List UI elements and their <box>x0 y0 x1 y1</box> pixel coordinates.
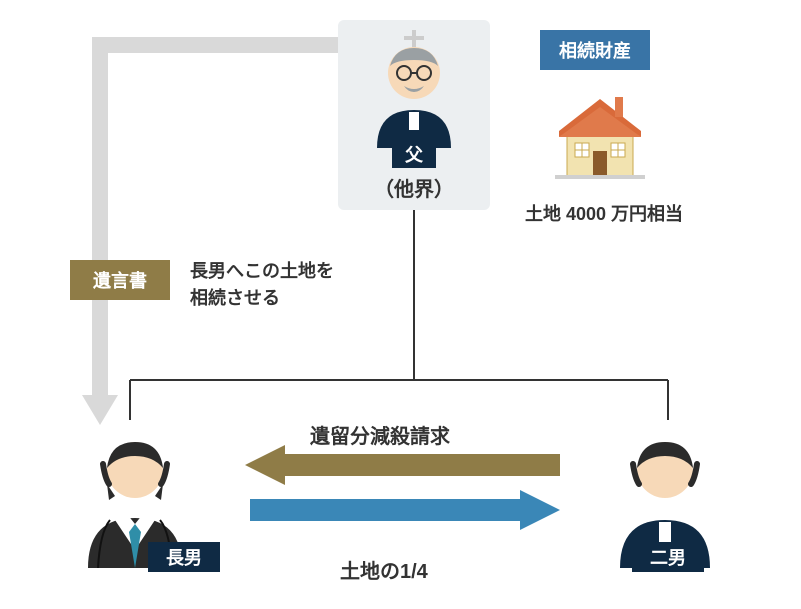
father-icon <box>359 28 469 148</box>
house-icon <box>545 85 655 185</box>
gold-arrow <box>245 445 560 485</box>
will-badge: 遺言書 <box>70 260 170 300</box>
father-sublabel: （他界） <box>338 173 490 202</box>
gold-arrow-label: 遺留分減殺請求 <box>310 420 450 449</box>
blue-arrow-label: 土地の1/4 <box>340 555 428 584</box>
estate-badge: 相続財産 <box>540 30 650 70</box>
blue-arrow <box>250 490 560 530</box>
will-text: 長男へこの土地を 相続させる <box>190 258 334 312</box>
gray-arrow <box>82 45 338 425</box>
house-caption: 土地 4000 万円相当 <box>525 200 683 226</box>
father-label: 父 <box>392 140 436 168</box>
tree-lines <box>130 210 668 420</box>
father-box: 父 （他界） <box>338 20 490 210</box>
son1-label: 長男 <box>148 542 220 572</box>
son2-label: 二男 <box>632 542 704 572</box>
